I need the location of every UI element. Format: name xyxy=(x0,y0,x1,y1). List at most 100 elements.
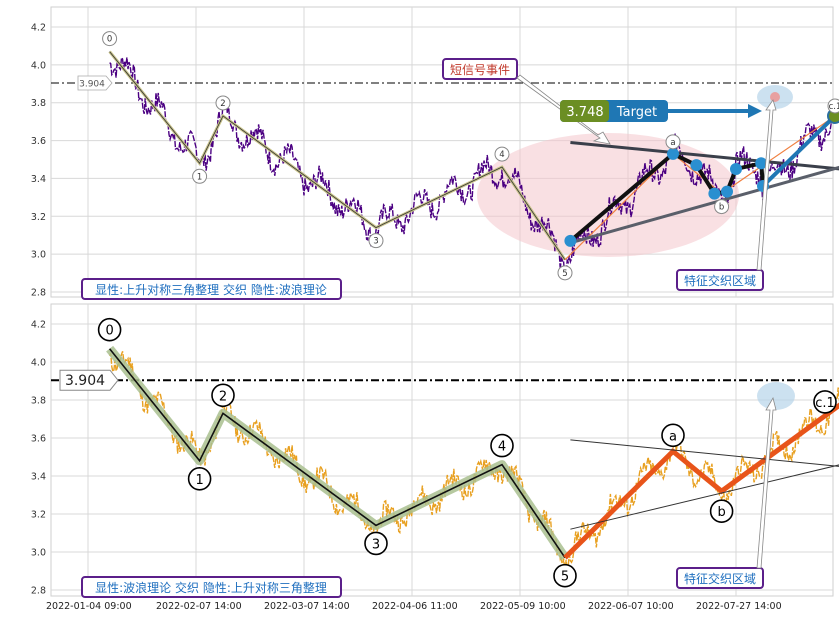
triangle-point-marker xyxy=(564,234,577,247)
reference-tag-bottom xyxy=(59,369,119,391)
target-arrow-head xyxy=(748,104,762,118)
x-tick-label: 2022-04-06 11:00 xyxy=(372,601,458,612)
reference-tag-label-bottom: 3.904 xyxy=(65,373,105,389)
wave-label-circle-bottom xyxy=(187,466,212,491)
wave-label-circle-bottom xyxy=(211,383,235,408)
wave-label-circle-bottom xyxy=(661,423,685,448)
wave-label-circle xyxy=(102,31,118,47)
top-panel: 2.8 3.0 3.2 3.4 3.6 3.8 4.0 4.2 xyxy=(31,6,834,299)
target-value-box xyxy=(560,100,609,122)
y-tick-label: 3.6 xyxy=(31,434,46,445)
wave-label: a xyxy=(670,138,675,148)
wave-label-bottom: 1 xyxy=(195,473,203,488)
wave-label: 5 xyxy=(562,269,567,279)
triangle-point-marker xyxy=(730,162,742,175)
zone-arrow xyxy=(756,99,777,271)
wave-label-circle xyxy=(827,98,839,114)
breakout-line xyxy=(761,114,837,188)
y-tick-label: 2.8 xyxy=(31,288,46,299)
y-tick-label: 4.0 xyxy=(31,358,46,369)
zone-arrow-bottom xyxy=(756,396,777,569)
wave-label-circle xyxy=(494,146,510,162)
wave-label: 1 xyxy=(197,172,202,182)
y-tick-label: 3.2 xyxy=(31,510,46,521)
y-tick-label: 4.2 xyxy=(31,23,46,34)
plot-frame xyxy=(50,303,834,597)
x-tick-label: 2022-06-07 10:00 xyxy=(588,601,674,612)
y-tick-label: 3.2 xyxy=(31,212,46,223)
zone-label: 特征交织区域 xyxy=(684,571,756,586)
plot-frame xyxy=(50,6,834,298)
y-tick-label: 3.0 xyxy=(31,250,46,261)
wave-label-bottom: c.1 xyxy=(815,396,835,411)
wave-label-circle-bottom xyxy=(490,433,514,458)
wave-label-circle-bottom xyxy=(709,499,734,524)
wave-label: 0 xyxy=(107,35,112,45)
target-dot xyxy=(770,92,780,102)
wave-label-circle xyxy=(557,265,573,281)
wave-label: c.1 xyxy=(829,102,839,112)
zone-label-box xyxy=(676,269,764,291)
x-tick-label: 2022-03-07 14:00 xyxy=(264,601,350,612)
wave-label-circle xyxy=(192,168,208,184)
wave-label-bottom: 4 xyxy=(498,440,506,455)
triangle-upper-line xyxy=(570,140,839,171)
zone-label: 特征交织区域 xyxy=(684,273,756,288)
y-tick-label: 3.8 xyxy=(31,98,46,109)
wave-label-bottom: 0 xyxy=(105,324,113,339)
triangle-point-marker xyxy=(690,159,703,172)
triangle-point-marker xyxy=(667,147,679,160)
x-tick-label: 2022-01-04 09:00 xyxy=(46,601,132,612)
y-tick-label: 3.0 xyxy=(31,548,46,559)
wave-label: 4 xyxy=(499,150,504,160)
wave-line-bottom xyxy=(108,348,566,559)
y-tick-label: 3.8 xyxy=(31,396,46,407)
y-tick-label: 3.4 xyxy=(31,472,46,483)
wave-label-circle xyxy=(665,134,681,150)
target-glow-bottom xyxy=(757,382,795,410)
triangle-lower-line xyxy=(569,165,839,245)
x-tick-label: 2022-07-27 14:00 xyxy=(696,601,782,612)
wave-label-bottom: b xyxy=(717,505,725,520)
price-series-bottom xyxy=(108,351,839,575)
triangle-lower-line-bottom xyxy=(570,464,839,530)
triangle-point-marker xyxy=(755,157,768,170)
reference-tag-label: 3.904 xyxy=(79,80,105,90)
wave-label: b xyxy=(719,203,724,213)
reference-tag xyxy=(77,75,113,91)
wave-label-circle xyxy=(368,233,384,249)
y-tick-label: 2.8 xyxy=(31,586,46,597)
wave-label-circle-bottom xyxy=(364,531,388,556)
footer-box xyxy=(81,278,342,300)
wave-label-bottom: a xyxy=(669,429,677,444)
footer-label: 显性:上升对称三角整理 交织 隐性:波浪理论 xyxy=(95,282,327,297)
wave-line-top xyxy=(109,51,566,261)
footer-box-bottom xyxy=(81,576,342,598)
correction-line-bottom xyxy=(563,402,839,560)
y-tick-label: 3.4 xyxy=(31,174,46,185)
wave-label-circle xyxy=(714,199,730,215)
wave-label-circle xyxy=(215,95,231,111)
y-tick-label: 4.2 xyxy=(31,320,46,331)
zone-label-box xyxy=(676,567,764,589)
y-tick-label: 3.6 xyxy=(31,136,46,147)
highlight-ellipse xyxy=(477,133,739,257)
event-label: 短信号事件 xyxy=(450,63,510,77)
x-tick-label: 2022-02-07 14:00 xyxy=(156,601,242,612)
triangle-point-marker xyxy=(721,185,733,198)
bottom-panel: 2.8 3.0 3.2 3.4 3.6 3.8 4.0 4.2 xyxy=(31,303,834,597)
wave-label-bottom: 3 xyxy=(372,537,380,552)
x-tick-label: 2022-05-09 10:00 xyxy=(480,601,566,612)
event-label-box xyxy=(442,58,518,80)
wave-label-circle-bottom xyxy=(813,390,837,414)
wave-label-circle-bottom xyxy=(97,317,122,342)
target-value: 3.748 xyxy=(566,105,603,120)
wave-label: 2 xyxy=(220,99,225,109)
triangle-point-marker xyxy=(708,187,721,200)
wave-label-circle-bottom xyxy=(553,563,577,588)
triangle-upper-line-bottom xyxy=(570,439,839,467)
target-label: Target xyxy=(616,105,657,120)
y-tick-label: 4.0 xyxy=(31,60,46,71)
wave-label-bottom: 2 xyxy=(219,389,227,404)
